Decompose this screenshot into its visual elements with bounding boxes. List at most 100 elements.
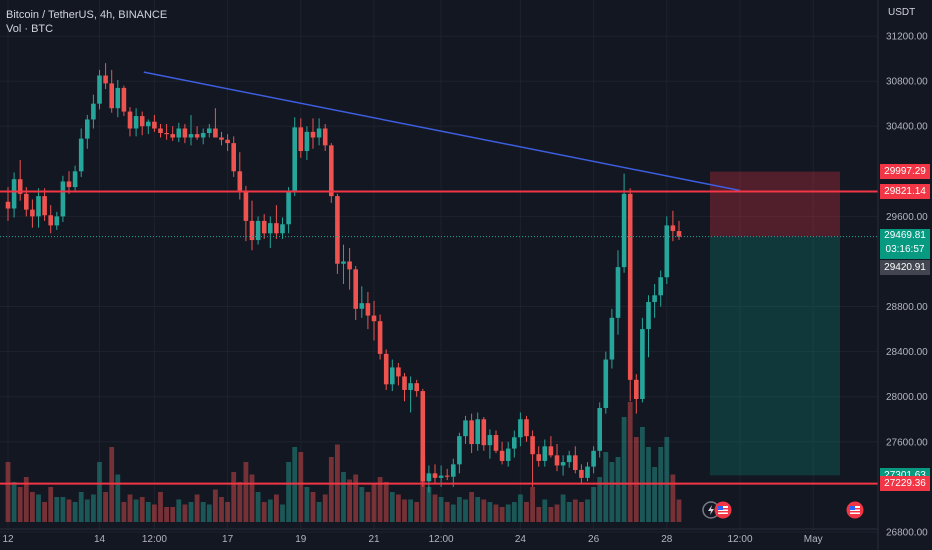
flag-usa-icon[interactable]	[846, 501, 864, 519]
volume-bar	[298, 452, 304, 522]
volume-bar	[42, 502, 47, 522]
candle-body	[573, 455, 578, 470]
candle-body	[560, 462, 566, 466]
candle-body	[249, 220, 255, 241]
candle-body	[78, 138, 84, 172]
last-price-tag: 29469.81 03:16:57	[880, 228, 930, 259]
candle-body	[11, 179, 17, 209]
volume-bar	[566, 502, 572, 522]
candle-body	[207, 128, 212, 133]
volume-bar	[213, 489, 218, 522]
candle-body	[127, 111, 133, 129]
volume-bar	[328, 457, 334, 522]
candle-body	[371, 315, 377, 322]
position-tool[interactable]	[710, 171, 840, 476]
price-tick-label: 30800.00	[886, 77, 928, 88]
volume-bar	[621, 417, 627, 522]
candle-body	[200, 132, 206, 138]
candle-body	[414, 383, 419, 392]
candle-body	[353, 269, 358, 309]
candle-body	[91, 103, 96, 120]
volume-bar	[36, 494, 41, 522]
candle-body	[152, 121, 157, 129]
time-tick-label: 19	[295, 534, 307, 545]
candle-body	[176, 128, 182, 138]
candle-body	[505, 448, 511, 461]
volume-bar	[225, 502, 230, 522]
time-tick-label: 14	[94, 534, 106, 545]
candle-body	[487, 435, 493, 446]
volume-bar	[145, 502, 151, 522]
candle-body	[548, 446, 554, 456]
candle-body	[36, 196, 41, 217]
volume-bar	[127, 494, 133, 522]
candle-body	[634, 379, 639, 399]
take-profit-zone[interactable]	[710, 236, 840, 476]
time-axis[interactable]: 12 14 12:00 17 19 21 12:00 24 26 28 12:00 May	[0, 528, 878, 545]
candle-body	[188, 134, 194, 138]
time-tick-label: 21	[368, 534, 380, 545]
flag-usa-icon[interactable]	[714, 501, 732, 519]
volume-bar	[481, 499, 487, 522]
candle-body	[542, 446, 548, 461]
candle-body	[451, 464, 456, 477]
stop-loss-zone[interactable]	[710, 171, 840, 237]
trendline[interactable]	[143, 71, 741, 192]
volume-bar	[219, 497, 224, 522]
volume-legend[interactable]: Vol · BTC	[6, 23, 54, 35]
candle-body	[469, 420, 474, 445]
volume-bar	[97, 462, 102, 522]
candle-body	[316, 128, 322, 138]
volume-bar	[91, 494, 96, 522]
symbol-title[interactable]: Bitcoin / TetherUS, 4h, BINANCE	[6, 9, 168, 21]
candle-body	[377, 321, 383, 354]
candle-body	[670, 225, 676, 232]
volume-bar	[627, 402, 633, 522]
candle-body	[304, 131, 310, 152]
volume-bar	[359, 487, 365, 522]
candle-body	[365, 303, 371, 316]
last-price-value: 29469.81	[884, 229, 926, 241]
volume-bar	[84, 499, 90, 522]
volume-bar	[505, 504, 511, 522]
volume-bar	[377, 477, 383, 522]
volume-bar	[139, 497, 145, 522]
volume-bar	[170, 507, 176, 522]
candle-body	[286, 190, 291, 225]
volume-bar	[255, 492, 261, 522]
volume-bar	[597, 477, 603, 522]
candle-body	[121, 87, 127, 112]
volume-bar	[316, 502, 322, 522]
candle-body	[298, 127, 304, 152]
candle-body	[554, 455, 560, 466]
volume-bar	[30, 492, 35, 522]
volume-bar	[206, 504, 212, 522]
candle-body	[664, 225, 670, 278]
time-tick-label: 12	[2, 534, 14, 545]
volume-bar	[615, 457, 621, 522]
candle-body	[646, 302, 651, 330]
volume-bar	[603, 452, 609, 522]
candle-body	[408, 383, 413, 390]
support-price-tag: 27229.36	[880, 476, 930, 492]
candle-body	[420, 391, 426, 482]
candle-body	[402, 376, 407, 390]
price-tick-label: 31200.00	[886, 32, 928, 43]
candle-body	[85, 119, 90, 139]
volume-bar	[60, 497, 66, 522]
volume-bar	[158, 492, 163, 522]
volume-bar	[554, 504, 560, 522]
candle-body	[255, 220, 261, 241]
volume-bar	[640, 427, 645, 522]
candle-body	[444, 475, 450, 477]
candle-body	[194, 134, 200, 138]
candle-body	[524, 419, 529, 437]
chart-legend: Bitcoin / TetherUS, 4h, BINANCE Vol · BT…	[6, 8, 167, 36]
candle-body	[54, 216, 60, 226]
candle-body	[72, 171, 78, 188]
candle-body	[109, 83, 114, 109]
candle-body	[518, 419, 523, 438]
volume-bar	[475, 497, 481, 522]
price-axis[interactable]: 31200.00 30800.00 30400.00 29600.00 28800.00…	[877, 0, 928, 550]
